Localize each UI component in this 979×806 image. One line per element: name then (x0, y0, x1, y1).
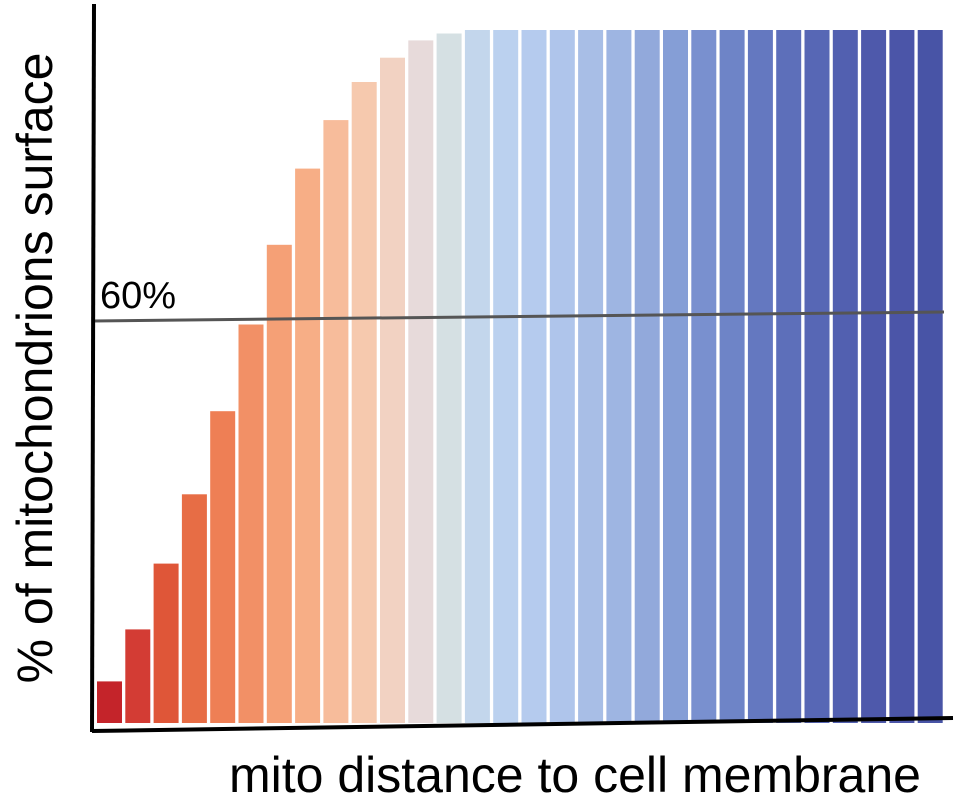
bar-20 (634, 30, 660, 723)
bar-12 (408, 40, 434, 723)
bar-2 (125, 629, 151, 723)
bar-9 (323, 120, 349, 724)
y-axis (90, 3, 96, 733)
bar-series (97, 30, 943, 724)
bar-27 (832, 30, 858, 723)
bar-26 (804, 30, 830, 723)
bar-14 (464, 30, 490, 723)
bar-22 (691, 30, 717, 723)
bar-13 (436, 33, 462, 723)
bar-3 (153, 563, 179, 723)
x-axis-label: mito distance to cell membrane (229, 747, 921, 803)
bar-29 (889, 30, 915, 723)
y-axis-label: % of mitochondrions surface (7, 53, 63, 684)
bar-25 (776, 30, 802, 723)
bar-7 (266, 244, 292, 724)
bar-23 (719, 30, 745, 723)
bar-28 (861, 30, 887, 723)
bar-19 (606, 30, 632, 723)
bar-15 (493, 30, 519, 723)
threshold-line (91, 310, 945, 323)
bar-1 (97, 681, 122, 723)
bar-10 (351, 82, 377, 723)
x-axis (91, 716, 954, 733)
bar-17 (549, 30, 575, 723)
bar-18 (578, 30, 604, 723)
bar-8 (295, 168, 321, 724)
bar-16 (521, 30, 547, 723)
bar-21 (663, 30, 688, 723)
threshold-label: 60% (100, 275, 176, 317)
bar-30 (917, 30, 943, 723)
bar-6 (238, 324, 264, 723)
bar-24 (747, 30, 773, 723)
bar-4 (181, 494, 207, 723)
bar-5 (210, 411, 236, 723)
bar-11 (380, 57, 405, 723)
